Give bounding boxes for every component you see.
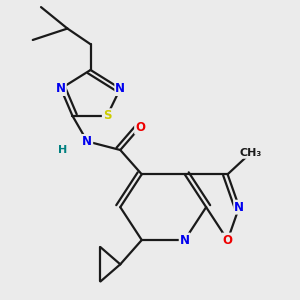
Text: H: H bbox=[58, 145, 67, 155]
Text: N: N bbox=[115, 82, 125, 95]
Text: N: N bbox=[82, 135, 92, 148]
Text: O: O bbox=[223, 233, 232, 247]
Text: N: N bbox=[234, 201, 244, 214]
Text: O: O bbox=[135, 121, 145, 134]
Text: N: N bbox=[180, 233, 190, 247]
Text: S: S bbox=[103, 109, 111, 122]
Text: CH₃: CH₃ bbox=[240, 148, 262, 158]
Text: N: N bbox=[56, 82, 66, 95]
